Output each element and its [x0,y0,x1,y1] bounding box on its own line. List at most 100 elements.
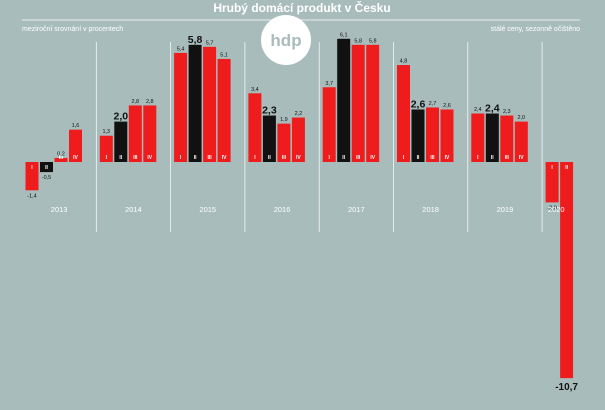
bar-2015-q2 [188,44,202,163]
bar-2014-q1 [99,135,113,162]
value-label: 5,8 [354,38,362,44]
value-label: 4,8 [400,59,408,65]
quarter-label: II [342,155,345,161]
quarter-label: III [133,155,138,161]
quarter-label: III [505,155,510,161]
quarter-label: IV [445,155,450,161]
quarter-label: II [194,155,197,161]
quarter-label: I [106,155,108,161]
quarter-label: II [417,155,420,161]
year-label-2020: 2020 [548,205,565,214]
quarter-label: I [180,155,182,161]
value-label: 3,7 [325,81,333,87]
quarter-label: III [282,155,287,161]
quarter-label: I [403,155,405,161]
quarter-label: I [31,165,33,171]
bar-2019-q4 [514,121,528,162]
bar-2019-q3 [500,115,514,162]
quarter-label: II [491,155,494,161]
quarter-label: III [59,155,64,161]
year-labels: 2013 2014 2015 2016 2017 2018 2019 2020 [51,205,565,214]
quarter-label: IV [519,155,524,161]
bar-2019-q2 [485,113,499,162]
year-label-2018: 2018 [422,205,439,214]
quarter-label: II [45,165,48,171]
year-dividers [95,42,543,232]
value-label: 3,4 [251,87,259,93]
bar-2018-q1 [397,65,410,162]
quarter-label: IV [147,155,152,161]
bar-2017-q4 [366,44,380,163]
bar-2020-q2 [560,162,574,379]
bar-2013-q1 [25,162,39,191]
bar-2016-q2 [262,115,276,162]
bar-2015-q1 [174,52,188,162]
bar-2017-q2 [337,38,351,162]
year-label-2014: 2014 [125,205,142,214]
value-label: 2,0 [113,111,128,123]
bar-2014-q2 [114,121,128,162]
bar-2018-q2 [411,109,425,162]
year-label-2015: 2015 [199,205,216,214]
bar-2013-q4 [69,129,82,162]
quarter-label: IV [73,155,78,161]
bar-2015-q3 [203,46,217,162]
quarter-label: IV [222,155,227,161]
bar-2016-q1 [248,93,262,162]
quarter-label: I [477,155,479,161]
quarter-label: III [356,155,361,161]
value-label: 2,6 [443,103,451,109]
value-label: 1,9 [280,117,288,123]
value-label: -0,5 [42,175,51,181]
bar-2019-q1 [471,113,485,162]
value-label: 5,8 [188,34,203,46]
bars [25,38,574,379]
value-label: 2,6 [411,98,426,110]
value-label: 1,3 [102,129,110,135]
value-label: 2,3 [262,105,277,117]
value-label: 0,2 [57,151,65,157]
value-label: 2,2 [295,111,303,117]
value-label: -10,7 [555,382,578,393]
quarter-label: IV [370,155,375,161]
value-label: 6,1 [340,32,348,38]
year-label-2017: 2017 [348,205,365,214]
quarter-label: II [268,155,271,161]
bar-2014-q4 [143,105,157,162]
bar-2016-q4 [291,117,305,162]
value-label: 1,6 [72,123,80,129]
value-label: 5,8 [369,38,377,44]
year-label-2013: 2013 [51,205,68,214]
value-labels: -1,4-0,50,21,61,32,02,8 2,85,45,8 5,75,13,… [27,32,578,393]
quarter-label: I [254,155,256,161]
value-label: -2,0 [547,205,556,211]
quarter-label: III [430,155,435,161]
year-label-2019: 2019 [497,205,514,214]
year-label-2016: 2016 [274,205,291,214]
bar-2013-q2 [40,162,53,173]
chart-title: Hrubý domácí produkt v Česku [213,0,390,15]
value-label: 2,7 [429,101,437,107]
value-label: 2,0 [517,115,525,121]
bar-2018-q3 [426,107,439,162]
bar-2015-q4 [217,58,231,163]
bar-2018-q4 [440,109,454,162]
hdp-logo-text: hdp [270,31,301,50]
hdp-logo: hdp [261,15,311,65]
value-label: 2,4 [485,103,500,115]
bar-2017-q1 [322,87,336,162]
value-label: 2,4 [474,107,482,113]
quarter-label: III [208,155,213,161]
hdp-logo-circle [261,15,311,65]
bar-2014-q3 [128,105,142,162]
value-label: 2,3 [503,109,511,115]
quarter-label: IV [296,155,301,161]
subtitle-left: meziroční srovnání v procentech [22,26,123,33]
value-label: 5,1 [220,52,228,58]
value-label: 5,7 [206,40,214,46]
bar-2017-q3 [351,44,365,163]
bar-2020-q1 [545,162,559,203]
quarter-label: I [551,165,553,171]
value-label: 5,4 [177,46,185,52]
